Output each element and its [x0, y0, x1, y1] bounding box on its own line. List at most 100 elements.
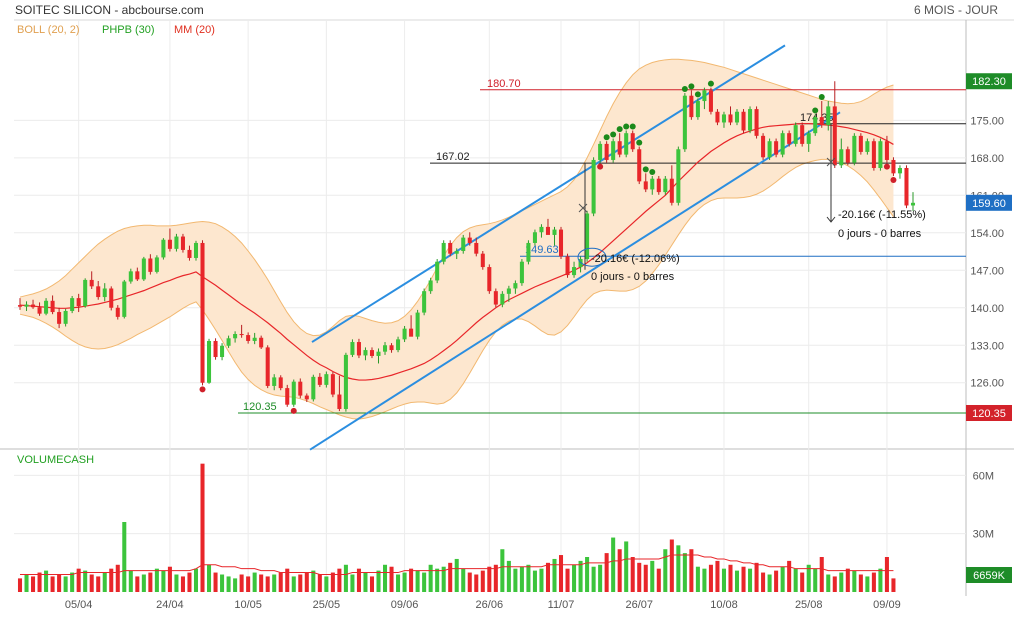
candle: [682, 93, 687, 152]
candle: [461, 234, 466, 254]
volume-bar: [441, 566, 446, 592]
candle-body: [448, 242, 453, 254]
phpb-low-dot: [290, 407, 297, 414]
candle-body: [585, 213, 590, 260]
boll-upper-line: [19, 58, 894, 337]
candle-body: [734, 111, 740, 123]
volume-bar: [291, 576, 296, 592]
candle-body: [435, 261, 440, 281]
candle: [356, 338, 361, 359]
volume-bar: [865, 576, 870, 592]
candle: [852, 133, 857, 166]
candle-body: [317, 376, 322, 385]
bollinger-band: [19, 58, 894, 420]
candle: [83, 278, 88, 308]
phpb-high-dot: [642, 166, 649, 173]
candle-body: [83, 279, 88, 307]
candle-body: [487, 267, 492, 292]
candle-body: [350, 342, 355, 355]
candle: [715, 109, 720, 126]
date-tick-label: 25/05: [313, 599, 341, 611]
volume-bar: [839, 572, 844, 592]
candle-body: [239, 334, 244, 336]
candle: [819, 101, 824, 128]
candle-body: [884, 141, 889, 160]
candle-body: [591, 159, 596, 214]
candle-body: [415, 312, 420, 337]
volume-bar: [226, 576, 231, 592]
candle-body: [467, 237, 472, 243]
phpb-high-dot: [812, 107, 819, 114]
candle-body: [285, 388, 290, 405]
volume-bar: [422, 572, 427, 592]
volume-bar: [487, 566, 492, 592]
candle: [226, 335, 231, 348]
candle-body: [656, 178, 661, 193]
candle-body: [252, 337, 257, 341]
candle: [676, 146, 681, 206]
candle-body: [572, 267, 577, 276]
volume-bar: [311, 570, 316, 592]
candle-body: [604, 143, 609, 160]
volume-bar: [180, 576, 185, 592]
candle-body: [363, 350, 368, 356]
candle-body: [89, 279, 94, 287]
candle: [213, 338, 218, 360]
candle-body: [539, 226, 544, 233]
candle: [115, 305, 120, 320]
candle-body: [558, 229, 564, 257]
candle-body: [383, 345, 388, 352]
candle-body: [624, 133, 629, 155]
candle-body: [422, 291, 427, 313]
candle: [832, 81, 837, 168]
volume-bar: [871, 572, 876, 592]
volume-bar: [695, 566, 700, 592]
volume-bar: [343, 564, 348, 592]
candle-body: [37, 307, 42, 314]
candle-body: [63, 310, 68, 324]
candle-body: [154, 257, 159, 272]
candle: [252, 332, 257, 345]
date-tick-label: 26/06: [476, 599, 504, 611]
candle: [161, 238, 166, 260]
volume-bar: [44, 570, 49, 592]
volume-bar: [519, 566, 524, 592]
price-tick-label: 133.00: [970, 340, 1004, 352]
volume-bar: [63, 576, 68, 592]
candle-body: [226, 338, 231, 346]
volume-bar: [721, 568, 726, 592]
candle: [787, 130, 792, 147]
boll-band-fill: [20, 59, 894, 420]
volume-bar: [493, 564, 498, 592]
volume-bar: [37, 572, 42, 592]
volume-bar: [513, 568, 518, 592]
volume-bar: [122, 522, 127, 592]
candle: [656, 176, 661, 195]
price-tick-label: 126.00: [970, 378, 1004, 390]
candle: [17, 298, 23, 310]
candle-body: [676, 149, 681, 203]
date-tick-label: 05/04: [65, 599, 93, 611]
candle-body: [721, 114, 726, 123]
candle: [767, 138, 772, 160]
volume-bar: [676, 545, 681, 592]
candle-body: [24, 304, 29, 307]
phpb-high-dot: [603, 134, 610, 141]
volume-bar: [415, 570, 420, 592]
candle: [748, 106, 753, 134]
volume-bar: [506, 560, 511, 592]
date-tick-label: 25/08: [795, 599, 823, 611]
volume-bar: [715, 560, 720, 592]
boll-lower-line: [19, 158, 894, 420]
candle-body: [161, 239, 166, 258]
measure-ellipse: [577, 247, 607, 267]
candle: [448, 240, 453, 257]
candle: [858, 133, 863, 155]
candle-body: [519, 261, 524, 284]
volume-bar: [83, 570, 88, 592]
volume-bar: [754, 562, 759, 592]
candle-body: [207, 340, 212, 383]
candle: [70, 295, 75, 314]
volume-bar: [702, 568, 707, 592]
candle-body: [135, 271, 140, 280]
